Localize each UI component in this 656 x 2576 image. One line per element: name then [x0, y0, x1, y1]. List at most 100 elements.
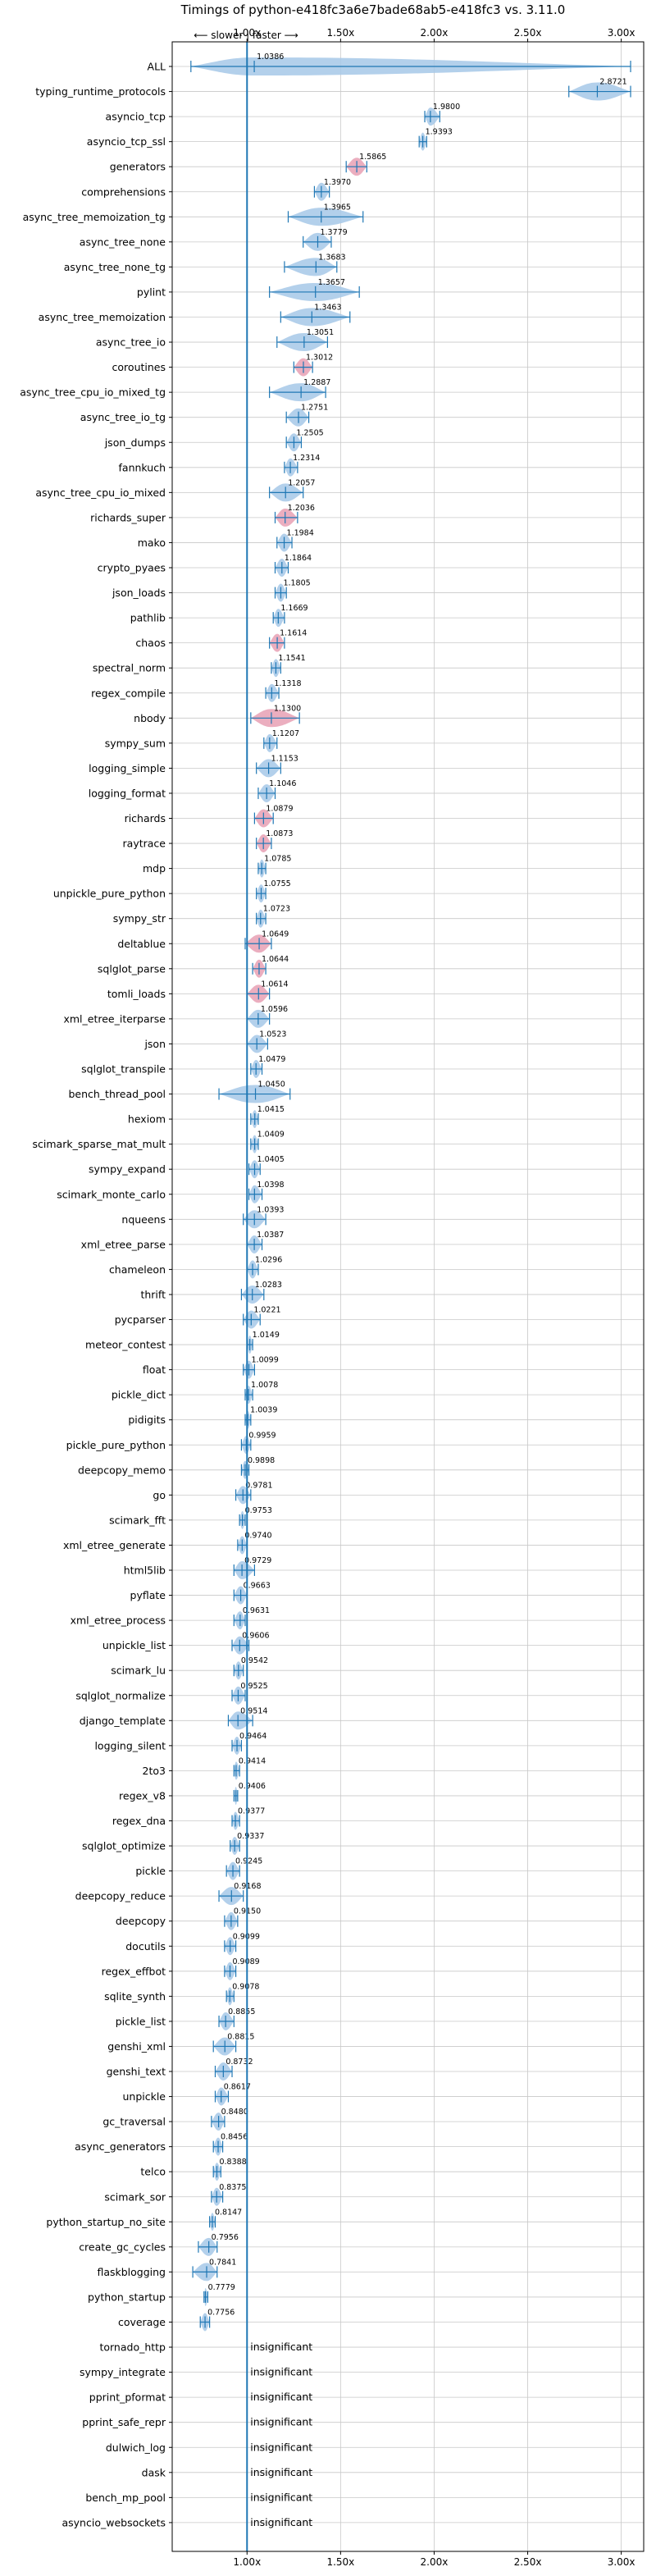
row-label: pprint_safe_repr [82, 2416, 166, 2428]
row-label: mdp [143, 862, 166, 875]
value-label-generators: 1.5865 [359, 153, 386, 162]
value-label-float: 1.0099 [252, 1356, 279, 1365]
value-label-sqlglot_normalize: 0.9525 [240, 1682, 267, 1691]
value-label-sympy_str: 1.0723 [263, 905, 290, 914]
value-label-async_tree_memoization_tg: 1.3965 [324, 203, 351, 212]
row-label: sympy_sum [105, 737, 166, 749]
value-label-pathlib: 1.1669 [280, 604, 308, 613]
value-label-pyflate: 0.9663 [244, 1582, 271, 1591]
row-label: xml_etree_process [71, 1615, 166, 1627]
value-label-genshi_xml: 0.8815 [227, 2032, 254, 2041]
row-label: typing_runtime_protocols [35, 85, 166, 98]
row-label: json_dumps [104, 436, 166, 449]
value-label-spectral_norm: 1.1541 [278, 654, 305, 663]
row-label: bench_mp_pool [85, 2492, 166, 2504]
value-label-tomli_loads: 1.0614 [261, 980, 288, 989]
row-label: go [153, 1489, 166, 1501]
value-label-go: 0.9781 [245, 1481, 272, 1490]
value-label-scimark_sor: 0.8375 [219, 2183, 246, 2192]
row-label: genshi_text [107, 2066, 166, 2078]
row-label: dulwich_log [106, 2441, 166, 2454]
value-label-hexiom: 1.0415 [257, 1105, 285, 1114]
row-label: sympy_integrate [80, 2366, 166, 2378]
row-label: pidigits [128, 1414, 166, 1426]
value-label-regex_v8: 0.9406 [239, 1782, 266, 1791]
insignificant-label-asyncio_websockets: insignificant [250, 2516, 312, 2528]
value-label-json: 1.0523 [259, 1030, 286, 1039]
value-label-sqlglot_optimize: 0.9337 [237, 1832, 264, 1841]
value-label-nbody: 1.1300 [274, 704, 301, 713]
row-label: python_startup [88, 2291, 166, 2303]
row-label: json [144, 1038, 166, 1050]
value-label-mako: 1.1984 [287, 528, 314, 537]
row-label: unpickle [122, 2090, 166, 2103]
row-label: fannkuch [119, 461, 166, 473]
insignificant-label-pprint_pformat: insignificant [250, 2391, 312, 2403]
value-label-async_tree_cpu_io_mixed_tg: 1.2887 [303, 378, 330, 387]
value-label-pycparser: 1.0221 [253, 1306, 280, 1315]
value-label-unpickle_list: 0.9606 [242, 1632, 269, 1641]
tick-label-bottom: 2.00x [421, 2556, 449, 2568]
row-label: sqlglot_normalize [75, 1689, 166, 1701]
row-label: sqlglot_optimize [82, 1840, 166, 1852]
row-label: docutils [125, 1940, 166, 1953]
value-label-django_template: 0.9514 [240, 1706, 267, 1715]
value-label-chaos: 1.1614 [280, 629, 307, 638]
value-label-coverage: 0.7756 [207, 2309, 235, 2318]
value-label-json_loads: 1.1805 [283, 579, 310, 588]
value-label-flaskblogging: 0.7841 [209, 2258, 236, 2267]
value-label-create_gc_cycles: 0.7956 [212, 2233, 239, 2242]
value-label-async_tree_memoization: 1.3463 [314, 304, 341, 313]
row-label: logging_format [89, 787, 166, 799]
value-label-crypto_pyaes: 1.1864 [285, 554, 312, 563]
row-label: asyncio_tcp_ssl [87, 135, 166, 148]
row-label: deltablue [117, 938, 166, 950]
chart-title: Timings of python-e418fc3a6e7bade68ab5-e… [180, 2, 566, 17]
value-label-xml_etree_generate: 0.9740 [244, 1531, 271, 1540]
row-label: async_generators [75, 2140, 166, 2153]
value-label-genshi_text: 0.8732 [226, 2058, 253, 2067]
row-label: scimark_lu [111, 1665, 166, 1677]
row-label: pickle_list [116, 2015, 166, 2027]
row-label: sympy_expand [89, 1163, 166, 1176]
row-label: async_tree_memoization_tg [23, 211, 166, 223]
value-label-comprehensions: 1.3970 [324, 178, 351, 187]
row-label: scimark_sor [104, 2190, 166, 2203]
tick-label-top: 3.00x [608, 27, 636, 39]
insignificant-label-pprint_safe_repr: insignificant [250, 2416, 312, 2428]
row-label: django_template [80, 1715, 166, 1727]
tick-label-top: 1.50x [326, 27, 354, 39]
value-label-async_tree_none_tg: 1.3683 [318, 253, 345, 262]
row-label: async_tree_cpu_io_mixed_tg [20, 386, 166, 399]
row-label: pprint_pformat [89, 2391, 166, 2404]
tick-label-bottom: 2.50x [514, 2556, 542, 2568]
value-label-xml_etree_parse: 1.0387 [257, 1231, 284, 1240]
value-label-thrift: 1.0283 [255, 1281, 282, 1290]
value-label-typing_runtime_protocols: 2.8721 [599, 78, 626, 87]
row-label: coroutines [112, 361, 166, 373]
value-label-pylint: 1.3657 [318, 278, 345, 287]
labels: 1.0386 2.8721 1.9800 1.9393 1.5865 1.3970 1.39… [20, 53, 626, 2528]
value-label-xml_etree_iterparse: 1.0596 [261, 1005, 288, 1014]
row-label: unpickle_list [102, 1639, 166, 1651]
row-label: coverage [118, 2316, 166, 2328]
value-label-gc_traversal: 0.8480 [221, 2108, 248, 2117]
row-label: pickle_dict [112, 1389, 166, 1401]
tick-label-bottom: 1.00x [233, 2556, 261, 2568]
value-label-unpickle: 0.8617 [224, 2083, 251, 2092]
row-label: float [143, 1363, 166, 1376]
value-label-deltablue: 1.0649 [262, 929, 289, 939]
value-label-logging_format: 1.1046 [269, 779, 296, 788]
row-label: generators [110, 161, 166, 173]
value-label-async_tree_cpu_io_mixed: 1.2057 [288, 478, 315, 487]
value-label-python_startup: 0.7779 [208, 2283, 235, 2292]
value-label-logging_simple: 1.1153 [271, 754, 298, 763]
row-label: logging_simple [89, 762, 166, 774]
row-label: python_startup_no_site [46, 2216, 166, 2228]
value-label-telco: 0.8388 [219, 2158, 246, 2167]
row-label: scimark_monte_carlo [57, 1188, 166, 1200]
row-label: scimark_sparse_mat_mult [33, 1138, 166, 1150]
violins [190, 57, 631, 2332]
row-label: bench_thread_pool [68, 1088, 166, 1100]
row-label: nqueens [121, 1213, 166, 1226]
